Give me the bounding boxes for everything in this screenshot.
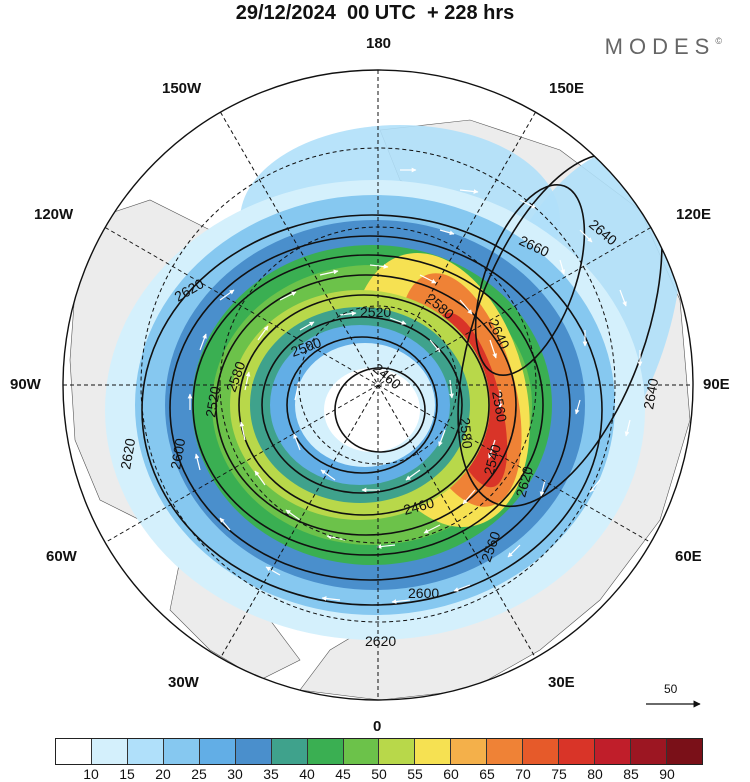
map-title: 29/12/2024 00 UTC + 228 hrs (235, 2, 515, 24)
contour-label: 2640 (640, 377, 661, 411)
contour-label: 2580 (457, 417, 476, 450)
lon-label-30e: 30E (548, 674, 575, 691)
colorbar-swatch (595, 739, 631, 764)
contour-label: 2600 (408, 585, 439, 601)
wind-vectors (187, 167, 643, 604)
polar-map: 2640 2660 2620 2580 2520 2640 2500 2460 … (62, 69, 694, 701)
lon-label-150w: 150W (162, 80, 202, 97)
colorbar-tick-label: 20 (155, 766, 171, 782)
contour-label: 2620 (117, 437, 138, 471)
lon-label-90w: 90W (10, 376, 41, 393)
colorbar-swatch (666, 739, 702, 764)
contour-label: 2520 (202, 385, 223, 419)
contour-label: 2560 (489, 390, 510, 424)
contour-label: 2620 (512, 464, 536, 498)
colorbar-tick-label: 85 (623, 766, 639, 782)
colorbar-swatch (199, 739, 236, 764)
colorbar-tick-label: 70 (515, 766, 531, 782)
contour-label: 2540 (480, 442, 504, 476)
colorbar-swatch (559, 739, 596, 764)
reference-arrow-icon (646, 700, 701, 708)
colorbar-swatch (307, 739, 344, 764)
lon-label-120e: 120E (676, 206, 712, 223)
colorbar-swatch (163, 739, 200, 764)
colorbar-tick-label: 80 (587, 766, 603, 782)
colorbar-tick-label: 45 (335, 766, 351, 782)
colorbar-swatch (91, 739, 128, 764)
colorbar-tick-label: 50 (371, 766, 387, 782)
colorbar-tick-label: 30 (227, 766, 243, 782)
contour-label: 2620 (365, 633, 396, 649)
colorbar-tick-label: 10 (83, 766, 99, 782)
colorbar (55, 738, 703, 765)
brand-name: MODES (604, 34, 716, 59)
colorbar-tick-label: 65 (479, 766, 495, 782)
colorbar-swatch (487, 739, 524, 764)
map-boundary (62, 69, 694, 701)
reference-vector-label: 50 (664, 682, 678, 696)
colorbar-swatch (127, 739, 164, 764)
colorbar-swatch (523, 739, 560, 764)
graticule (63, 70, 693, 700)
lon-label-120w: 120W (34, 206, 74, 223)
copyright-mark: © (715, 36, 722, 46)
colorbar-swatch (271, 739, 308, 764)
colorbar-swatch (379, 739, 416, 764)
lon-label-30w: 30W (168, 674, 199, 691)
colorbar-tick-label: 60 (443, 766, 459, 782)
lon-label-60e: 60E (675, 548, 702, 565)
colorbar-swatch (451, 739, 488, 764)
contour-label: 2600 (167, 437, 188, 471)
colorbar-tick-label: 90 (659, 766, 675, 782)
reference-vector: 50 (640, 680, 710, 710)
colorbar-tick-label: 55 (407, 766, 423, 782)
brand-logo: MODES© (605, 34, 722, 60)
colorbar-swatch (56, 739, 92, 764)
colorbar-tick-label: 75 (551, 766, 567, 782)
lon-label-150e: 150E (549, 80, 585, 97)
colorbar-swatch (415, 739, 452, 764)
lon-label-60w: 60W (46, 548, 77, 565)
colorbar-swatch (343, 739, 380, 764)
colorbar-tick-label: 35 (263, 766, 279, 782)
contour-label: 2460 (402, 494, 436, 518)
colorbar-labels: 10 15 20 25 30 35 40 45 50 55 60 65 70 75 80 85 90 (55, 766, 703, 782)
colorbar-tick-label: 25 (191, 766, 207, 782)
contour-label: 2520 (360, 304, 391, 320)
lon-label-0: 0 (373, 718, 382, 735)
colorbar-swatch (235, 739, 272, 764)
colorbar-swatch (631, 739, 667, 764)
lon-label-180: 180 (366, 35, 392, 52)
colorbar-tick-label: 15 (119, 766, 135, 782)
lon-label-90e: 90E (703, 376, 730, 393)
colorbar-tick-label: 40 (299, 766, 315, 782)
